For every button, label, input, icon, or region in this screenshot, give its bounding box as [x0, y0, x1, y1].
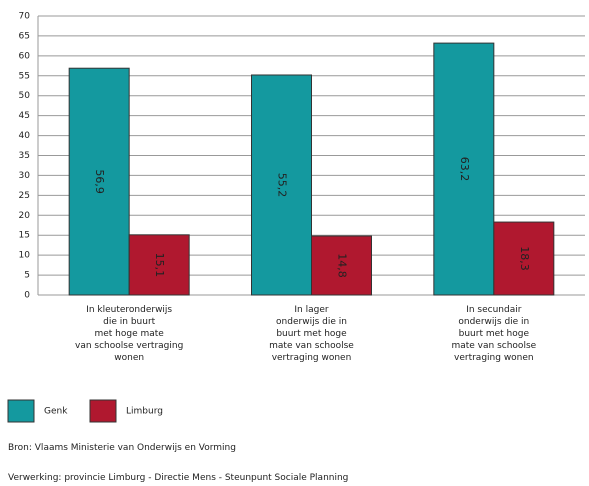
y-tick-label: 35 [19, 151, 30, 161]
y-tick-label: 65 [19, 31, 30, 41]
x-tick-label: In secundair onderwijs die in buurt met … [451, 305, 537, 363]
y-tick-label: 60 [19, 51, 31, 61]
value-label: 56,9 [93, 169, 106, 194]
legend-label: Limburg [126, 407, 163, 417]
legend-swatch [89, 399, 117, 423]
legend-swatch [7, 399, 35, 423]
y-tick-label: 70 [19, 12, 31, 22]
legend-label: Genk [44, 407, 68, 417]
value-label: 15,1 [153, 253, 166, 278]
y-tick-label: 40 [19, 131, 31, 141]
y-tick-label: 10 [19, 251, 31, 261]
y-tick-label: 20 [19, 211, 31, 221]
bar [251, 74, 312, 296]
y-tick-label: 5 [24, 271, 30, 281]
y-tick-label: 45 [19, 111, 30, 121]
x-tick-label: In kleuteronderwijs die in buurt met hog… [75, 305, 184, 363]
value-label: 18,3 [518, 246, 531, 271]
y-tick-label: 0 [24, 291, 30, 301]
bar [493, 221, 555, 296]
y-tick-label: 15 [19, 231, 30, 241]
processing: Verwerking: provincie Limburg - Directie… [8, 473, 349, 483]
source: Bron: Vlaams Ministerie van Onderwijs en… [8, 443, 236, 453]
y-tick-label: 30 [19, 171, 31, 181]
y-tick-label: 25 [19, 191, 30, 201]
bar [433, 42, 495, 296]
bar [311, 235, 372, 296]
bar [68, 67, 130, 296]
value-label: 63,2 [458, 157, 471, 182]
x-tick-label: In lager onderwijs die in buurt met hoge… [269, 305, 354, 363]
bar [128, 234, 190, 296]
y-tick-label: 50 [19, 91, 31, 101]
value-label: 14,8 [336, 253, 349, 278]
value-label: 55,2 [276, 173, 289, 198]
y-tick-label: 55 [19, 71, 30, 81]
